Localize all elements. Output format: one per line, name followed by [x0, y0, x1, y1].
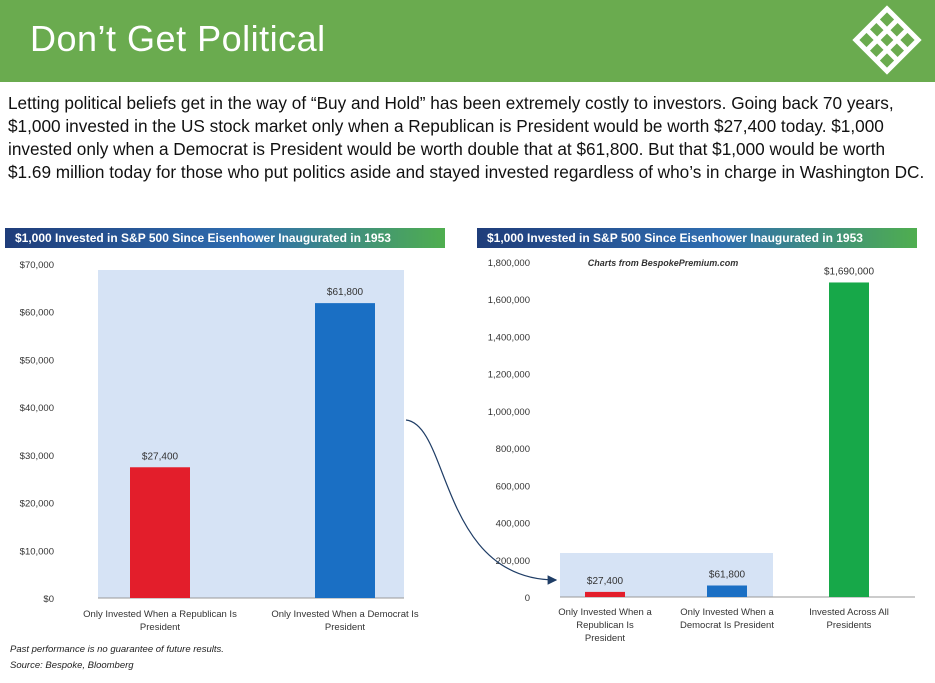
title-banner: Don’t Get Political [0, 0, 935, 82]
bespoke-logo-icon [852, 5, 922, 75]
right-y-tick-label: 1,400,000 [488, 332, 530, 343]
republican-bar-small [585, 591, 625, 597]
right-y-tick-label: 400,000 [496, 519, 530, 530]
chart-credit-annotation: Charts from BespokePremium.com [588, 258, 739, 268]
left-category-label: Only Invested When a Republican Is [83, 609, 237, 620]
democrat-bar [315, 303, 375, 598]
disclaimer-note: Past performance is no guarantee of futu… [10, 644, 224, 655]
right-category-label: Only Invested When a [558, 607, 652, 618]
left-data-label: $27,400 [142, 451, 179, 462]
left-y-tick-label: $20,000 [20, 499, 54, 510]
right-category-label: Democrat Is President [680, 620, 774, 631]
right-data-label: $1,690,000 [824, 266, 874, 277]
source-note: Source: Bespoke, Bloomberg [10, 660, 134, 671]
right-y-tick-label: 0 [525, 593, 530, 604]
right-y-tick-label: 1,800,000 [488, 258, 530, 269]
right-y-tick-label: 200,000 [496, 556, 530, 567]
right-category-label: Invested Across All [809, 607, 889, 618]
left-y-tick-label: $30,000 [20, 451, 54, 462]
right-y-tick-label: 1,600,000 [488, 295, 530, 306]
left-category-label: President [325, 622, 365, 633]
right-category-label: President [585, 633, 625, 644]
left-category-label: President [140, 622, 180, 633]
right-category-label: Only Invested When a [680, 607, 774, 618]
right-y-tick-label: 1,000,000 [488, 407, 530, 418]
right-y-tick-label: 800,000 [496, 444, 530, 455]
democrat-bar-small [707, 585, 747, 597]
connector-arrow [405, 419, 558, 585]
left-y-tick-label: $0 [43, 594, 54, 605]
intro-paragraph: Letting political beliefs get in the way… [8, 93, 925, 182]
left-y-tick-label: $60,000 [20, 308, 54, 319]
left-y-tick-label: $70,000 [20, 260, 54, 271]
left-y-tick-label: $50,000 [20, 355, 54, 366]
left-chart-title: $1,000 Invested in S&P 500 Since Eisenho… [5, 228, 445, 248]
right-y-tick-label: 1,200,000 [488, 370, 530, 381]
all-presidents-bar [829, 282, 869, 597]
left-category-label: Only Invested When a Democrat Is [271, 609, 419, 620]
left-y-tick-label: $10,000 [20, 546, 54, 557]
right-chart-title: $1,000 Invested in S&P 500 Since Eisenho… [477, 228, 917, 248]
left-data-label: $61,800 [327, 287, 364, 298]
right-data-label: $61,800 [709, 569, 746, 580]
right-category-label: Presidents [827, 620, 872, 631]
republican-bar [130, 467, 190, 598]
right-data-label: $27,400 [587, 576, 624, 587]
left-y-tick-label: $40,000 [20, 403, 54, 414]
page-title: Don’t Get Political [30, 18, 326, 59]
right-category-label: Republican Is [576, 620, 634, 631]
right-y-tick-label: 600,000 [496, 481, 530, 492]
